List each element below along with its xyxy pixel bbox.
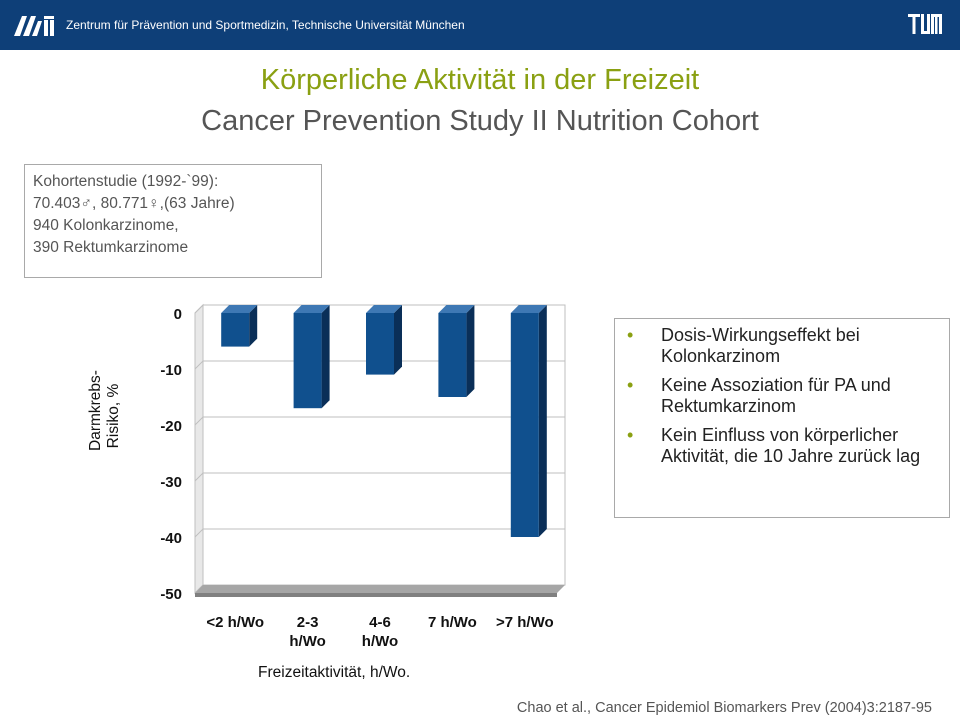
bar-top	[293, 305, 330, 313]
page-subtitle: Cancer Prevention Study II Nutrition Coh…	[201, 105, 759, 137]
bar	[221, 305, 258, 347]
y-tick-label: -50	[160, 586, 182, 603]
info-line: 390 Rektumkarzinome	[33, 239, 189, 256]
bar-side	[538, 305, 547, 537]
x-tick-label-line: 4-6	[369, 614, 391, 631]
y-tick-label: -40	[160, 530, 182, 547]
bar-top	[510, 305, 547, 313]
bar	[366, 305, 402, 375]
bar-side	[394, 305, 402, 375]
x-tick-label-line: 2-3	[296, 614, 319, 631]
gridline-depth	[194, 304, 204, 314]
y-axis-label-line: Risiko, %	[105, 383, 122, 449]
bar-side	[466, 305, 475, 397]
bar	[293, 305, 330, 409]
plot-floor	[195, 585, 565, 593]
x-axis-title: Freizeitaktivität, h/Wo.	[258, 664, 411, 681]
gridline-depth	[194, 528, 204, 538]
info-line: 70.403♂, 80.771♀,(63 Jahre)	[33, 195, 235, 212]
gridline-depth	[194, 360, 204, 370]
institution-name: Zentrum für Prävention und Sportmedizin,…	[66, 18, 465, 32]
bar-front	[510, 313, 539, 537]
ari-logo-icon	[14, 16, 54, 36]
citation: Chao et al., Cancer Epidemiol Biomarkers…	[516, 700, 932, 716]
y-tick-label: -10	[160, 362, 182, 379]
bullet-item: • Dosis-Wirkungseffekt bei Kolonkarzinom	[627, 325, 941, 367]
y-axis-label: Darmkrebs- Risiko, %	[87, 370, 123, 451]
y-axis-label-line: Darmkrebs-	[87, 370, 104, 451]
x-tick-label-line: h/Wo	[361, 633, 399, 650]
bar-side	[321, 305, 330, 409]
bullet-dot-icon: •	[627, 375, 634, 395]
bar-side	[249, 305, 258, 347]
x-tick-label: 7 h/Wo	[412, 613, 492, 632]
x-tick-label: <2 h/Wo	[195, 613, 275, 632]
bar-top	[366, 305, 402, 313]
bullet-dot-icon: •	[627, 325, 634, 345]
x-tick-label: 2-3 h/Wo	[268, 613, 348, 651]
bar-top	[438, 305, 475, 313]
cohort-info-box: Kohortenstudie (1992-`99): 70.403♂, 80.7…	[24, 164, 322, 278]
x-tick-label-line: h/Wo	[289, 633, 326, 650]
y-tick-label: -30	[160, 474, 182, 491]
bar-front	[438, 313, 467, 397]
gridline-depth	[194, 416, 204, 426]
bullet-text: Kein Einfluss von körperlicher Aktivität…	[661, 425, 921, 466]
bar-front	[366, 313, 394, 375]
bar-front	[221, 313, 250, 347]
gridline-depth	[194, 472, 204, 482]
info-line: Kohortenstudie (1992-`99):	[33, 173, 219, 190]
y-tick-label: 0	[174, 306, 182, 323]
bar	[438, 305, 475, 397]
header-bar: Zentrum für Prävention und Sportmedizin,…	[0, 0, 960, 50]
bar-front	[293, 313, 322, 409]
x-tick-label: >7 h/Wo	[485, 613, 565, 632]
bar	[510, 305, 547, 537]
plot-side-wall	[194, 303, 204, 595]
x-tick-label: 4-6 h/Wo	[340, 613, 420, 651]
y-tick-label: -20	[160, 418, 182, 435]
bar-top	[221, 305, 258, 313]
bullet-item: • Keine Assoziation für PA und Rektumkarz…	[627, 375, 941, 417]
x-tick-label-line: 7 h/Wo	[427, 614, 477, 631]
findings-box: • Dosis-Wirkungseffekt bei Kolonkarzinom …	[614, 318, 950, 518]
plot-floor-edge	[195, 593, 557, 597]
bullet-item: • Kein Einfluss von körperlicher Aktivitä…	[627, 425, 941, 467]
page-title: Körperliche Aktivität in der Freizeit	[260, 64, 700, 96]
x-tick-label-line: <2 h/Wo	[206, 614, 265, 631]
info-line: 940 Kolonkarzinome,	[33, 217, 179, 234]
bullet-text: Keine Assoziation für PA und Rektumkarzi…	[661, 375, 891, 416]
bullet-text: Dosis-Wirkungseffekt bei Kolonkarzinom	[661, 325, 860, 366]
tum-logo-icon	[908, 14, 942, 34]
bullet-dot-icon: •	[627, 425, 634, 445]
x-tick-label-line: >7 h/Wo	[495, 614, 554, 631]
